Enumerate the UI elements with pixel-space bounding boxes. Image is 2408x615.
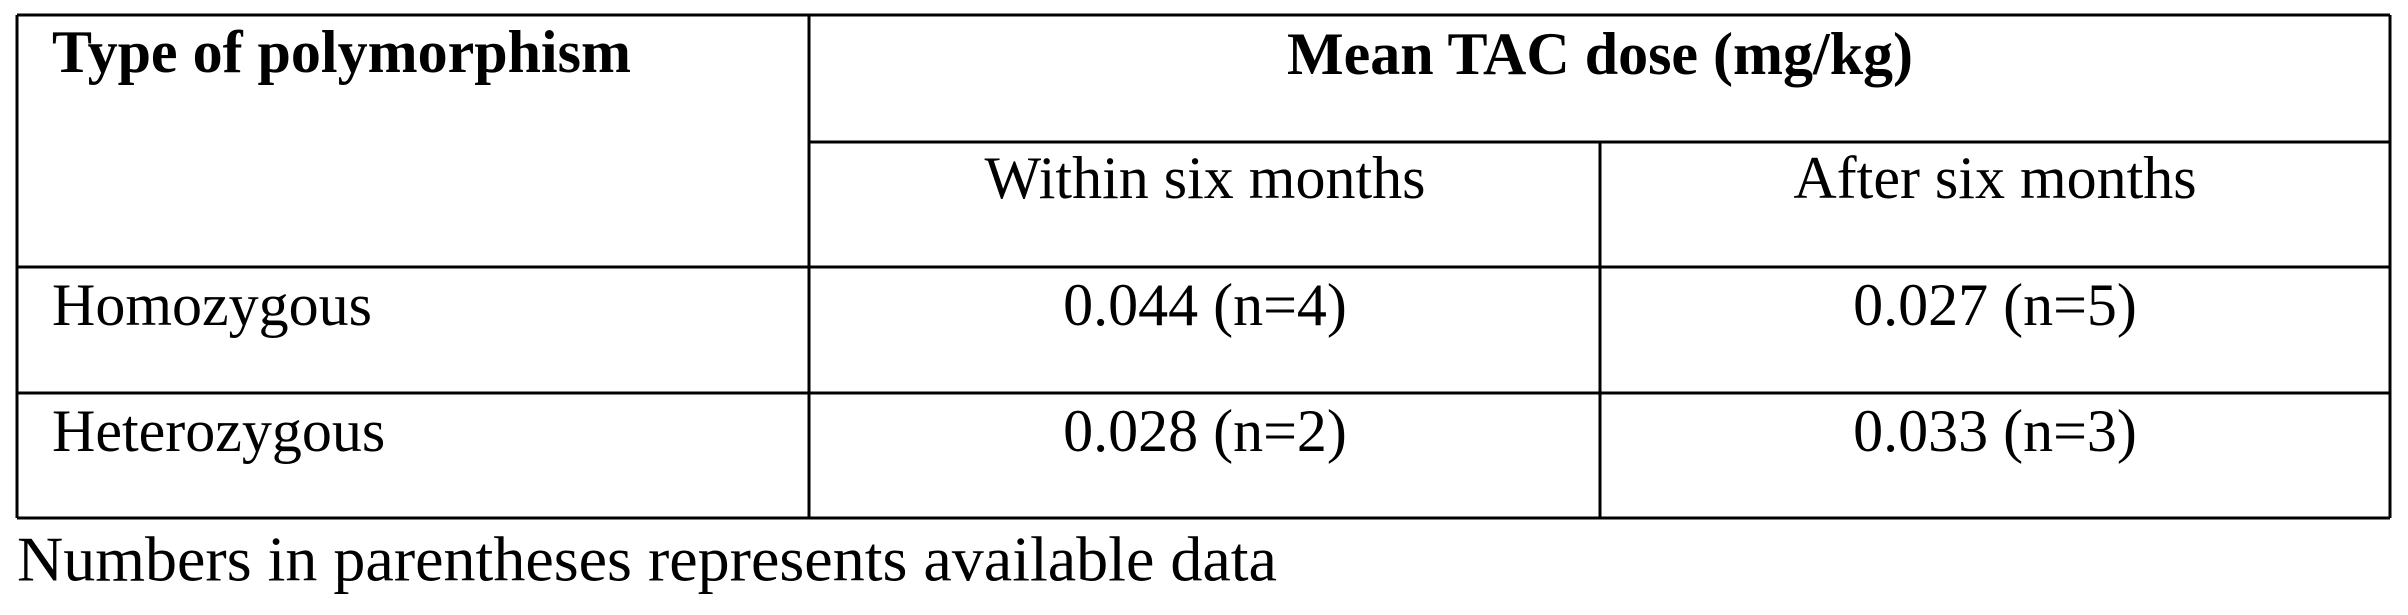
- table-grid: [15, 13, 2392, 520]
- subheader-cell: After six months: [1793, 145, 2196, 211]
- header-cell: Type of polymorphism: [52, 19, 631, 85]
- table-cell: 0.044 (n=4): [1063, 272, 1347, 338]
- table-cell: 0.033 (n=3): [1853, 398, 2137, 464]
- header-cell: Mean TAC dose (mg/kg): [1287, 21, 1913, 87]
- row-label: Heterozygous: [52, 398, 385, 464]
- caption: Numbers in parentheses represents availa…: [17, 524, 1277, 595]
- table-cell: 0.028 (n=2): [1063, 398, 1347, 464]
- subheader-cell: Within six months: [985, 145, 1426, 211]
- row-label: Homozygous: [52, 272, 372, 338]
- table-cell: 0.027 (n=5): [1853, 272, 2137, 338]
